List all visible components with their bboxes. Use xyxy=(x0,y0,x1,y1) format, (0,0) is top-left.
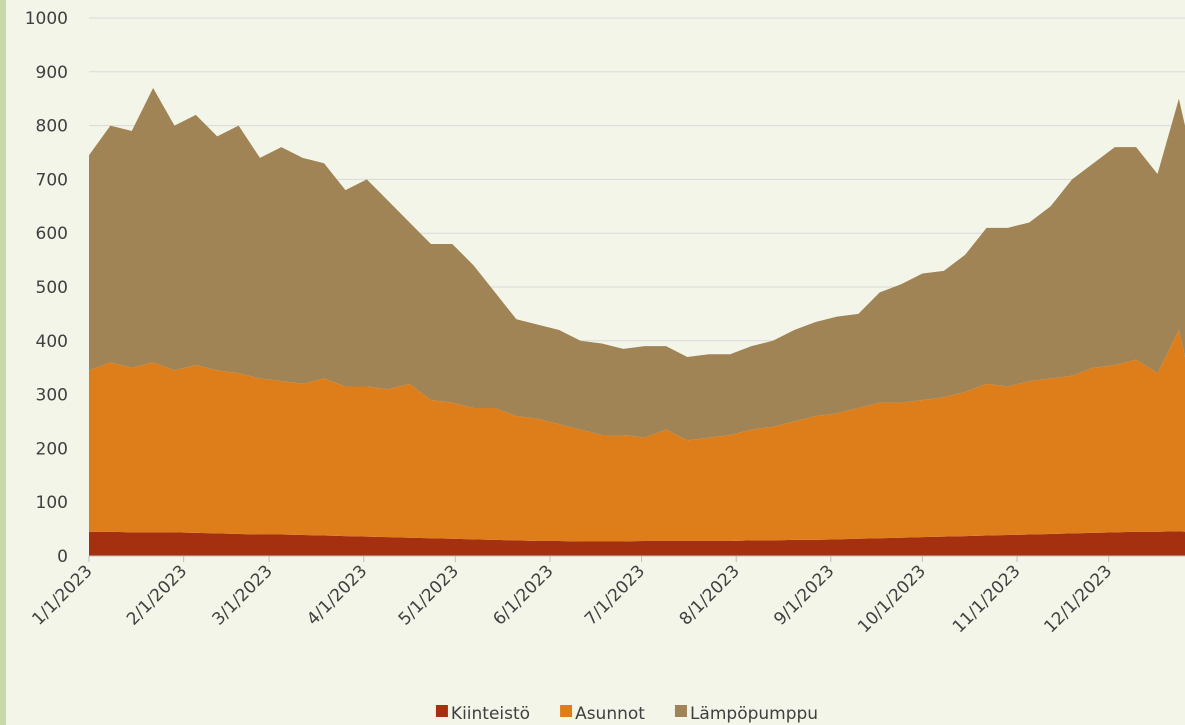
x-tick-label: 11/1/2023 xyxy=(949,561,1025,637)
edge-strip xyxy=(0,0,6,725)
y-tick-label: 700 xyxy=(36,170,68,190)
legend-swatch xyxy=(674,705,687,717)
y-tick-label: 800 xyxy=(36,117,68,137)
legend-label: Lämpöpumppu xyxy=(690,704,818,724)
x-tick-label: 2/1/2023 xyxy=(123,561,191,629)
y-tick-label: 200 xyxy=(36,439,68,459)
legend: Kiinteistö Asunnot Lämpöpumppu xyxy=(435,704,818,724)
y-tick-label: 1000 xyxy=(25,9,68,29)
y-tick-label: 0 xyxy=(57,547,68,567)
x-tick-label: 5/1/2023 xyxy=(395,561,463,629)
y-tick-label: 900 xyxy=(36,63,68,83)
x-tick-label: 10/1/2023 xyxy=(854,561,930,637)
x-tick-label: 6/1/2023 xyxy=(489,561,557,629)
y-tick-label: 400 xyxy=(36,332,68,352)
x-tick-label: 8/1/2023 xyxy=(676,561,744,629)
x-tick-label: 4/1/2023 xyxy=(303,561,371,629)
legend-label: Kiinteistö xyxy=(451,704,530,724)
y-tick-label: 600 xyxy=(36,224,68,244)
x-tick-label: 12/1/2023 xyxy=(1040,561,1116,637)
legend-label: Asunnot xyxy=(575,704,645,724)
x-tick-label: 1/1/2023 xyxy=(28,561,96,629)
area xyxy=(89,87,1185,441)
y-tick-label: 100 xyxy=(36,493,68,513)
y-tick-label: 300 xyxy=(36,386,68,406)
y-tick-label: 500 xyxy=(36,278,68,298)
x-tick-label: 7/1/2023 xyxy=(581,561,649,629)
x-tick-label: 3/1/2023 xyxy=(209,561,277,629)
area xyxy=(89,531,1185,556)
legend-swatch xyxy=(435,705,448,717)
legend-swatch xyxy=(560,705,573,717)
area xyxy=(89,330,1185,542)
x-tick-label: 9/1/2023 xyxy=(770,561,838,629)
